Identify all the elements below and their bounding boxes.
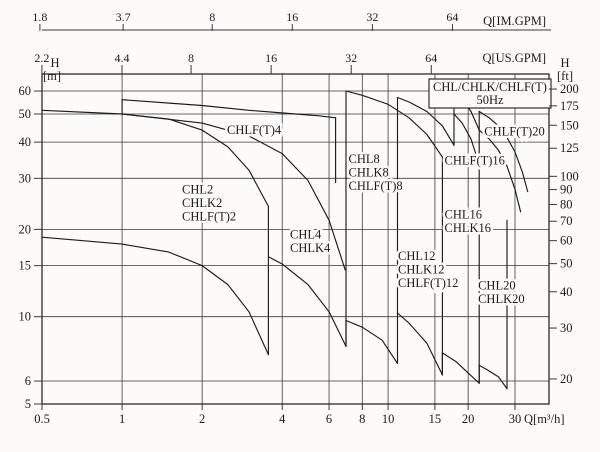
- top-imperial-tick-label-8: 8: [209, 10, 215, 24]
- top-imperial-tick-label-32: 32: [366, 10, 378, 24]
- label-chl20-line1: CHL20: [478, 279, 516, 293]
- title-box: [428, 78, 552, 109]
- curve-chl8-top: [345, 90, 443, 158]
- top-imperial-tick-label-3.7: 3.7: [116, 10, 131, 24]
- top-imperial-tick-label-1.8: 1.8: [32, 10, 47, 24]
- left-axis-unit-m: [m]: [43, 69, 61, 83]
- top-imperial-axis-label: Q[IM.GPM]: [483, 14, 546, 28]
- right-axis-unit-h: H: [560, 56, 569, 70]
- curve-chl12-top: [396, 96, 455, 146]
- plot-frame: [41, 73, 550, 405]
- label-chl12-line1: CHL12: [398, 249, 436, 263]
- bottom-tick-label-8: 8: [359, 412, 365, 426]
- top-us-axis-label: Q[US.GPM]: [482, 51, 546, 65]
- curve-chl20-bottom: [478, 364, 508, 390]
- top-us-tick-label-16: 16: [265, 51, 277, 65]
- label-chl2-line2: CHLK2: [182, 196, 222, 210]
- top-us-tick-label-8: 8: [188, 51, 194, 65]
- curve-chl2-bottom: [41, 236, 269, 356]
- bottom-tick-label-15: 15: [429, 412, 442, 426]
- right-tick-label-200: 200: [560, 82, 579, 96]
- top-us-tick-label-32: 32: [345, 51, 357, 65]
- label-chlf20-line1: CHLF(T)20: [484, 125, 544, 139]
- label-chl12-line3: CHLF(T)12: [398, 276, 458, 290]
- bottom-tick-label-6: 6: [326, 412, 332, 426]
- curve-chl16-bottom: [441, 352, 480, 384]
- left-axis-unit-h: H: [50, 56, 59, 70]
- bottom-tick-label-20: 20: [462, 412, 475, 426]
- curve-chl4-bottom: [267, 256, 347, 347]
- label-chl16-line2: CHLK16: [445, 221, 492, 235]
- right-tick-label-30: 30: [560, 321, 573, 335]
- curve-chl8-bottom: [345, 319, 399, 364]
- label-chl4-line2: CHLK4: [290, 241, 331, 255]
- bottom-tick-label-30: 30: [509, 412, 522, 426]
- left-tick-label-30: 30: [19, 171, 32, 185]
- curve-chl20-top: [478, 129, 522, 213]
- bottom-tick-label-0.5: 0.5: [34, 412, 50, 426]
- bottom-tick-label-2: 2: [199, 412, 205, 426]
- right-tick-label-150: 150: [560, 118, 579, 132]
- left-tick-label-20: 20: [19, 222, 32, 236]
- top-us-tick-label-64: 64: [425, 51, 437, 65]
- left-tick-label-6: 6: [25, 374, 31, 388]
- left-tick-label-15: 15: [19, 259, 32, 273]
- right-tick-label-20: 20: [560, 372, 573, 386]
- right-tick-label-40: 40: [560, 285, 573, 299]
- bottom-axis-label: Q[m³/h]: [524, 412, 565, 426]
- label-chl20-line2: CHLK20: [478, 292, 525, 306]
- top-imperial-tick-label-16: 16: [286, 10, 298, 24]
- curve-chl4-top: [121, 113, 346, 271]
- left-tick-label-60: 60: [19, 84, 32, 98]
- title-box-frequency-text: 50Hz: [476, 93, 504, 107]
- label-chl8-line1: CHL8: [349, 152, 380, 166]
- top-us-tick-label-2.2: 2.2: [34, 51, 49, 65]
- label-chl12-line2: CHLK12: [398, 262, 445, 276]
- label-chlf4-line1: CHLF(T)4: [227, 123, 282, 137]
- right-tick-label-60: 60: [560, 234, 573, 248]
- label-chl8-line2: CHLK8: [349, 165, 389, 179]
- bottom-tick-label-4: 4: [279, 412, 286, 426]
- bottom-tick-label-10: 10: [382, 412, 395, 426]
- right-tick-label-70: 70: [560, 214, 573, 228]
- left-tick-label-5: 5: [25, 397, 31, 411]
- curve-chlf20-top: [478, 110, 529, 193]
- right-tick-label-80: 80: [560, 197, 573, 211]
- curve-chlf4-top: [121, 99, 337, 119]
- label-chl2-line1: CHL2: [182, 182, 213, 196]
- left-tick-label-10: 10: [19, 310, 32, 324]
- bottom-tick-label-1: 1: [119, 412, 125, 426]
- label-chl8-line3: CHLF(T)8: [349, 179, 403, 193]
- top-imperial-tick-label-64: 64: [446, 10, 458, 24]
- right-tick-label-125: 125: [560, 141, 579, 155]
- left-tick-label-50: 50: [19, 107, 32, 121]
- label-chlf16-line1: CHLF(T)16: [445, 154, 505, 168]
- right-tick-label-100: 100: [560, 169, 579, 183]
- label-chl2-line3: CHLF(T)2: [182, 209, 236, 223]
- curve-chl12-bottom: [396, 312, 443, 376]
- right-tick-label-50: 50: [560, 257, 573, 271]
- left-tick-label-40: 40: [19, 135, 32, 149]
- label-chl4-line1: CHL4: [290, 228, 322, 242]
- title-box-model-text: CHL/CHLK/CHLF(T): [433, 80, 547, 94]
- right-tick-label-175: 175: [560, 99, 579, 113]
- curve-chlf16-curve: [453, 113, 480, 165]
- right-axis-unit-ft: [ft]: [557, 69, 573, 83]
- right-tick-label-90: 90: [560, 183, 573, 197]
- label-chl16-line1: CHL16: [445, 208, 483, 222]
- top-us-tick-label-4.4: 4.4: [114, 51, 129, 65]
